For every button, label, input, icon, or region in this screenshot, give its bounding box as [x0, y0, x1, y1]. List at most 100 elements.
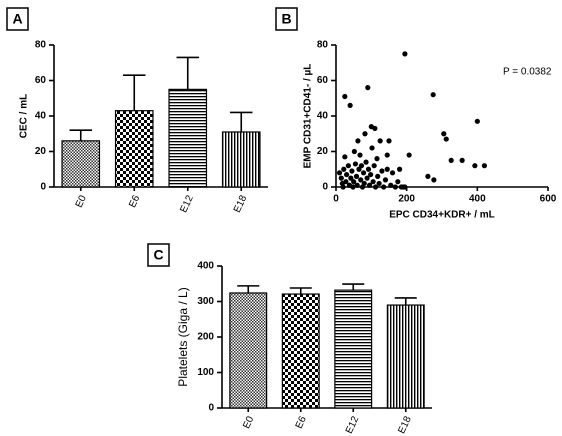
scatter-point — [365, 85, 371, 91]
scatter-point — [369, 145, 375, 151]
panel-box — [6, 7, 29, 31]
scatter-point — [355, 138, 361, 144]
y-tick-label: 60 — [35, 75, 47, 86]
y-tick-label: 40 — [35, 111, 47, 122]
y-tick-label: 40 — [317, 111, 329, 122]
y-tick-label: 200 — [197, 332, 214, 343]
scatter-point — [388, 182, 394, 188]
scatter-point — [384, 152, 390, 158]
scatter-point — [472, 163, 478, 169]
annotation: P = 0.0382 — [503, 67, 552, 78]
y-axis-label: CEC / mL — [19, 94, 30, 138]
scatter-point — [443, 136, 449, 142]
scatter-point — [358, 177, 364, 183]
scatter-point — [364, 175, 370, 181]
scatter-point — [348, 175, 354, 181]
scatter-point — [382, 177, 389, 183]
y-tick-label: 80 — [317, 40, 329, 51]
y-tick-label: 80 — [35, 40, 47, 51]
scatter-point — [366, 182, 373, 188]
scatter-point — [368, 171, 374, 178]
scatter-point — [448, 157, 454, 163]
x-tick-label: 600 — [540, 194, 557, 205]
y-tick-label: 300 — [197, 296, 214, 307]
scatter-point — [395, 179, 401, 185]
scatter-point — [372, 125, 378, 132]
scatter-point — [343, 179, 349, 185]
bar — [334, 289, 373, 409]
y-axis-label: Platelets (Giga / L) — [176, 287, 190, 386]
scatter-point — [386, 138, 392, 144]
scatter-point — [375, 173, 381, 179]
bar — [61, 140, 101, 188]
scatter-point — [350, 184, 356, 190]
scatter-point — [441, 131, 447, 137]
panel-box — [275, 7, 298, 31]
scatter-point — [402, 184, 408, 190]
y-tick-label: 100 — [197, 367, 214, 378]
bar — [386, 304, 425, 409]
y-tick-label: 60 — [317, 75, 329, 86]
y-axis-label: EMP CD31+CD41- / µL — [303, 64, 314, 169]
bar — [221, 131, 261, 188]
x-tick-label: E12 — [178, 193, 196, 214]
scatter-point — [351, 148, 357, 155]
scatter-point — [377, 138, 383, 144]
scatter-point — [347, 102, 353, 108]
panel-box — [147, 243, 170, 267]
bar — [281, 293, 320, 409]
scatter-point — [338, 175, 344, 181]
x-axis-label: EPC CD34+KDR+ / mL — [389, 210, 495, 221]
scatter-point — [397, 166, 403, 172]
y-tick-label: 400 — [197, 261, 214, 272]
y-tick-label: 0 — [40, 182, 46, 193]
panel-label: C — [153, 247, 163, 263]
scatter-point — [362, 131, 368, 137]
panel-label: A — [12, 11, 22, 27]
scatter-point — [351, 179, 357, 185]
scatter-point — [344, 171, 350, 178]
scatter-point — [336, 170, 343, 176]
scatter-point — [354, 182, 360, 188]
scatter-point — [381, 184, 387, 190]
x-tick-label: 200 — [398, 194, 415, 205]
scatter-point — [376, 180, 382, 187]
y-tick-label: 20 — [317, 146, 329, 157]
scatter-point — [342, 154, 348, 160]
x-tick-label: E6 — [127, 193, 142, 209]
y-tick-label: 0 — [322, 182, 328, 193]
bar — [168, 88, 208, 188]
panel-label: B — [281, 11, 291, 27]
scatter-point — [345, 163, 351, 169]
x-tick-label: E0 — [74, 193, 89, 209]
scatter-point — [361, 180, 367, 187]
scatter-point — [360, 170, 367, 176]
scatter-point — [353, 173, 360, 179]
scatter-point — [370, 179, 376, 185]
x-tick-label: E12 — [344, 414, 362, 435]
scatter-point — [392, 184, 398, 190]
scatter-point — [402, 51, 408, 57]
scatter-point — [384, 166, 390, 172]
scatter-point — [365, 166, 372, 172]
scatter-point — [363, 159, 369, 165]
scatter-point — [352, 161, 359, 167]
scatter-point — [349, 168, 355, 174]
scatter-point — [374, 156, 380, 162]
x-tick-label: 400 — [469, 194, 486, 205]
x-tick-label: E18 — [232, 193, 250, 214]
y-tick-label: 20 — [35, 146, 47, 157]
scatter-point — [481, 163, 487, 169]
x-tick-label: E6 — [294, 414, 309, 430]
scatter-point — [379, 168, 385, 174]
scatter-point — [389, 170, 396, 176]
y-tick-label: 0 — [208, 403, 214, 414]
scatter-point — [372, 184, 379, 190]
x-tick-label: E18 — [396, 414, 414, 435]
scatter-point — [342, 93, 348, 100]
scatter-point — [357, 152, 363, 158]
bar — [114, 110, 154, 188]
scatter-point — [341, 166, 347, 172]
